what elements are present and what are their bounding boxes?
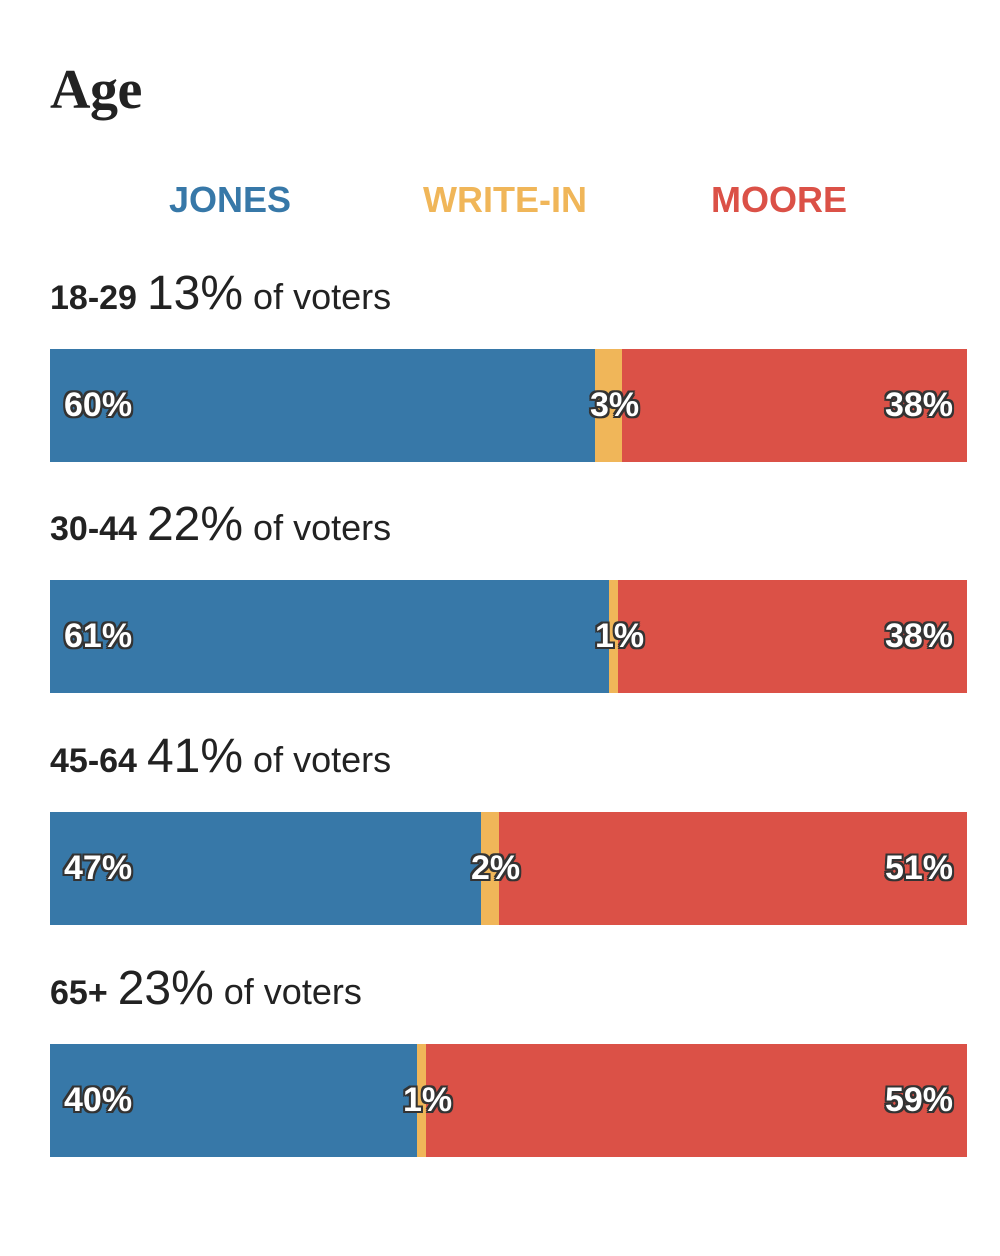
stacked-bar: 47% 2% 51% (50, 812, 967, 925)
legend-write-in: WRITE-IN (423, 179, 587, 220)
age-range: 65+ (50, 974, 108, 1012)
value-label-jones: 60% (64, 386, 133, 424)
age-group-30-44: 30-44 22% of voters 61% 1% 38% (50, 497, 967, 693)
bar-segment-jones (50, 812, 481, 925)
value-label-moore: 51% (884, 849, 953, 887)
value-label-moore: 38% (884, 617, 953, 655)
group-label: 30-44 22% of voters (50, 497, 391, 553)
stacked-bar: 60% 3% 38% (50, 349, 967, 462)
bar-segment-jones (50, 580, 609, 693)
value-label-write-in: 2% (471, 849, 521, 887)
value-label-write-in: 3% (590, 386, 640, 424)
age-group-18-29: 18-29 13% of voters 60% 3% 38% (50, 266, 967, 462)
voter-share-suffix: of voters (253, 507, 392, 548)
bar-segment-jones (50, 349, 595, 462)
legend: JONES WRITE-IN MOORE (0, 178, 1000, 222)
voter-share: 13% (146, 267, 244, 320)
voter-share-suffix: of voters (253, 276, 392, 317)
bar-segment-moore (499, 812, 967, 925)
stacked-bar: 40% 1% 59% (50, 1044, 967, 1157)
value-label-jones: 40% (64, 1081, 133, 1119)
value-label-jones: 47% (64, 849, 133, 887)
bar-segment-moore (426, 1044, 967, 1157)
bar-segment-write-in (481, 812, 499, 925)
voter-share-suffix: of voters (253, 739, 392, 780)
bar-segment-write-in (417, 1044, 426, 1157)
age-group-45-64: 45-64 41% of voters 47% 2% 51% (50, 729, 967, 925)
bar-segment-moore (618, 580, 967, 693)
legend-moore: MOORE (710, 179, 848, 220)
voter-share-suffix: of voters (223, 971, 362, 1012)
bar-segment-write-in (595, 349, 622, 462)
age-range: 45-64 (50, 742, 137, 780)
age-range: 30-44 (50, 510, 137, 548)
group-label: 65+ 23% of voters (50, 961, 362, 1017)
voter-share: 23% (117, 962, 214, 1015)
group-label: 18-29 13% of voters (50, 266, 391, 322)
voter-share: 22% (146, 498, 244, 551)
group-label: 45-64 41% of voters (50, 729, 391, 785)
legend-jones: JONES (168, 179, 292, 220)
bar-segment-write-in (609, 580, 618, 693)
value-label-moore: 38% (884, 386, 953, 424)
chart-title: Age (50, 59, 142, 121)
value-label-write-in: 1% (595, 617, 645, 655)
age-range: 18-29 (50, 279, 137, 317)
bar-segment-jones (50, 1044, 417, 1157)
value-label-jones: 61% (64, 617, 133, 655)
value-label-moore: 59% (884, 1081, 953, 1119)
voter-share: 41% (146, 730, 244, 783)
value-label-write-in: 1% (403, 1081, 453, 1119)
age-group-65-plus: 65+ 23% of voters 40% 1% 59% (50, 961, 967, 1157)
stacked-bar: 61% 1% 38% (50, 580, 967, 693)
bar-segment-moore (622, 349, 967, 462)
